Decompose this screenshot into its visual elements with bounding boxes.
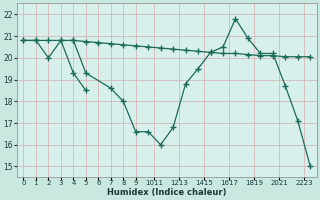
X-axis label: Humidex (Indice chaleur): Humidex (Indice chaleur) <box>107 188 227 197</box>
